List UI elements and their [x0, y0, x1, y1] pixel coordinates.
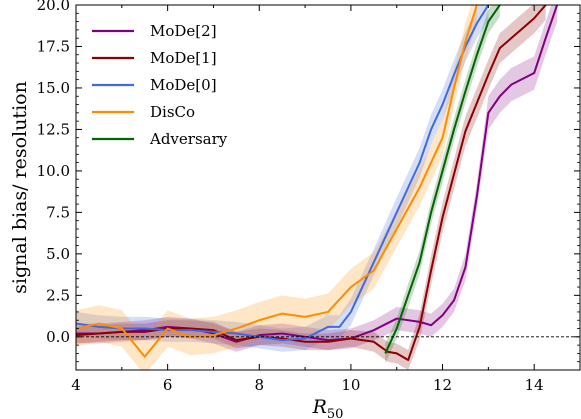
y-tick-label: 17.5: [37, 37, 70, 55]
y-axis-label: signal bias/ resolution: [9, 81, 31, 294]
y-tick-label: 2.5: [46, 286, 70, 304]
y-tick-label: 15.0: [37, 79, 70, 97]
band-mode-1: [76, 5, 546, 370]
x-axis-label-subscript: 50: [327, 407, 344, 419]
y-tick-label: 10.0: [37, 162, 70, 180]
axis-ticks: [75, 4, 580, 370]
y-tick-label: 20.0: [37, 0, 70, 14]
axis-tick-labels: 4 6 8 10 12 14 0.0 2.5 5.0 7.5 10.0 12.5 15.0 17.5 20.…: [37, 0, 544, 394]
line-adversary: [384, 5, 501, 354]
y-tick-label: 12.5: [37, 120, 70, 138]
x-axis-label-main: R: [312, 396, 327, 418]
line-mode-2: [76, 5, 559, 343]
legend: MoDe[2] MoDe[1] MoDe[0] DisCo Adversary: [92, 22, 228, 148]
band-adversary: [385, 5, 500, 364]
band-disco: [76, 5, 477, 370]
y-tick-label: 5.0: [46, 245, 70, 263]
legend-label-mode-1: MoDe[1]: [150, 49, 217, 67]
x-tick-label: 10: [341, 376, 360, 394]
legend-label-disco: DisCo: [150, 103, 195, 121]
x-tick-label: 8: [254, 376, 264, 394]
legend-label-adversary: Adversary: [149, 130, 228, 148]
x-tick-label: 14: [525, 376, 544, 394]
x-tick-label: 6: [163, 376, 173, 394]
legend-label-mode-2: MoDe[2]: [150, 22, 217, 40]
uncertainty-bands: [76, 5, 558, 370]
legend-label-mode-0: MoDe[0]: [150, 76, 217, 94]
series-lines: [76, 5, 559, 362]
line-mode-1: [76, 5, 547, 362]
line-disco: [76, 5, 478, 358]
x-tick-label: 12: [433, 376, 452, 394]
x-axis-label: R50: [312, 396, 344, 419]
band-mode-0: [76, 5, 489, 352]
y-tick-label: 0.0: [46, 328, 70, 346]
line-mode-0: [76, 5, 490, 342]
y-tick-label: 7.5: [46, 203, 70, 221]
x-tick-label: 4: [71, 376, 81, 394]
